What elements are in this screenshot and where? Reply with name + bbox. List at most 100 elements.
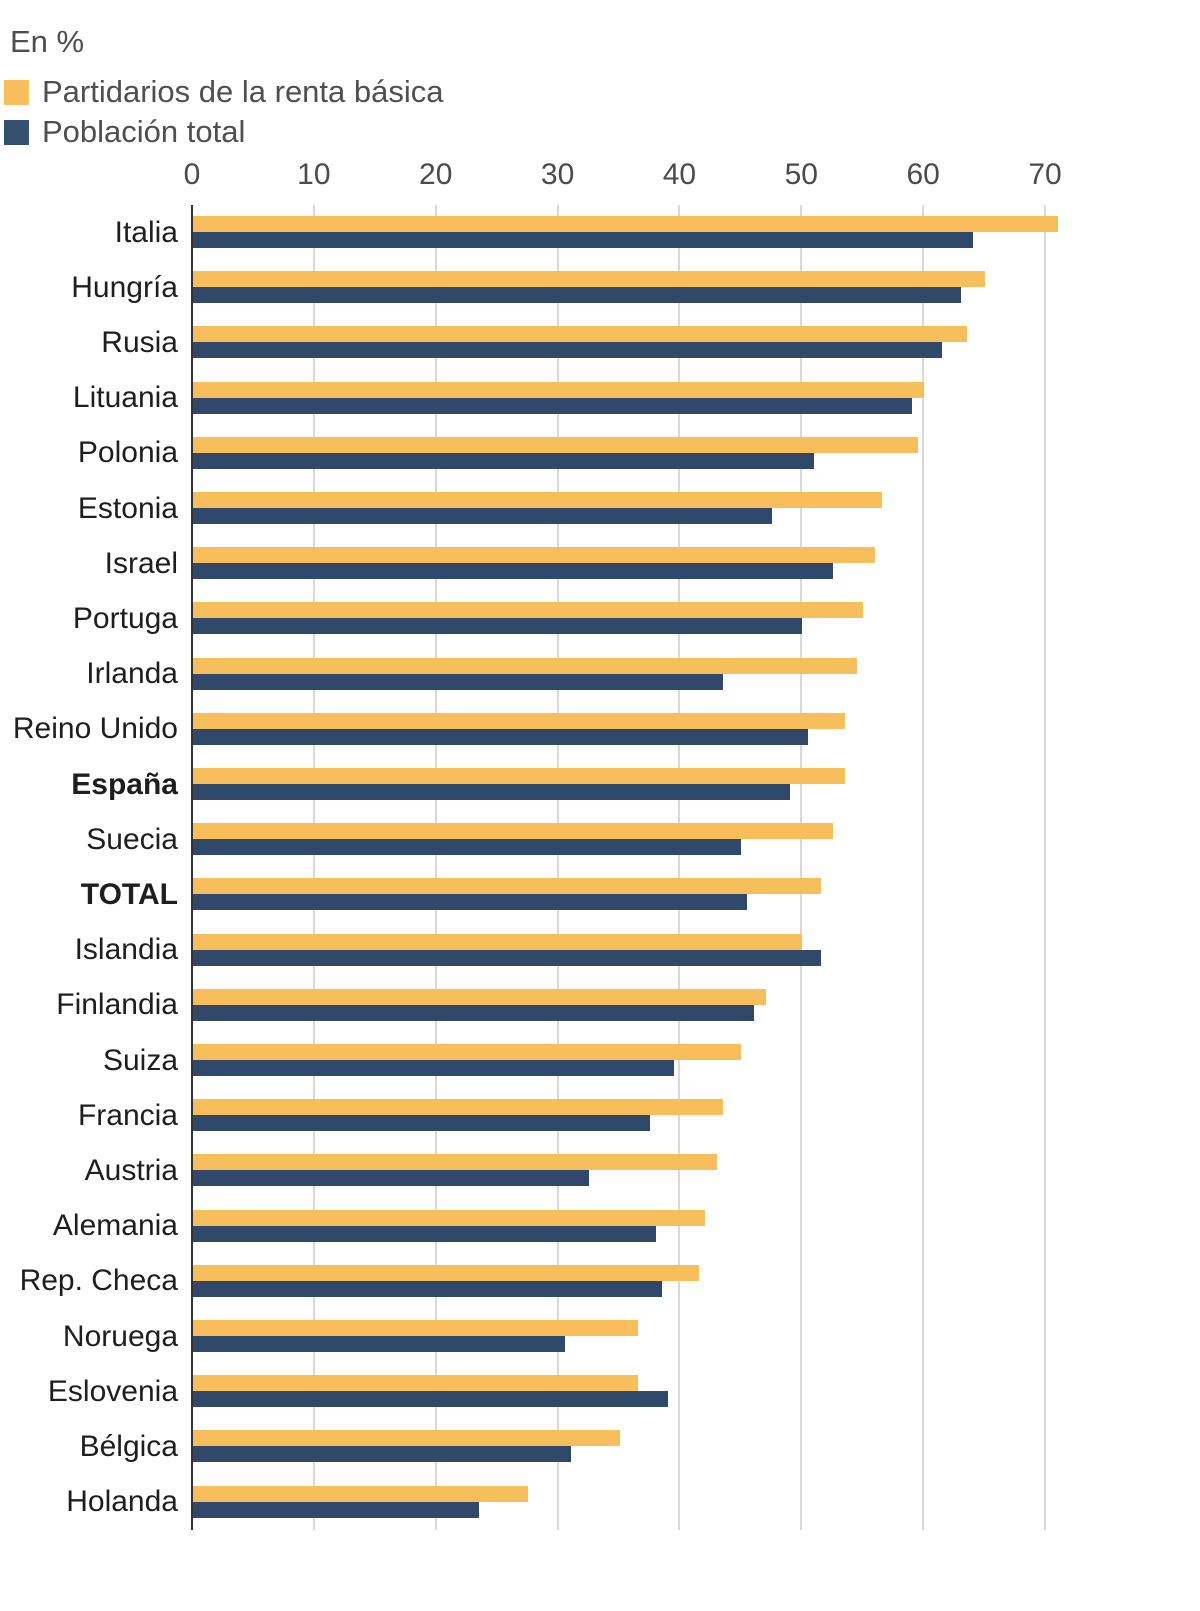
bar-partidarios	[193, 326, 967, 343]
legend-swatch-partidarios-icon	[4, 79, 29, 105]
category-label: Estonia	[77, 491, 178, 525]
plot-area: Italia Hungría Rusia Lituania Polonia Estonia…	[0, 205, 1200, 1530]
gridline-30	[556, 205, 559, 1530]
gridline-40	[678, 205, 681, 1530]
category-label: Lituania	[72, 381, 178, 415]
bar-poblacion	[193, 1501, 480, 1518]
category-label: España	[71, 767, 178, 801]
chart-row: Alemania	[0, 1199, 1200, 1254]
bar-poblacion	[193, 563, 833, 580]
bar-poblacion	[193, 1280, 663, 1297]
bar-poblacion	[193, 1060, 675, 1076]
legend-label-poblacion: Población total	[42, 114, 246, 149]
x-tick-label-10: 10	[297, 158, 331, 191]
bar-poblacion	[193, 673, 724, 690]
gridline-60	[922, 205, 925, 1530]
category-label: Suecia	[86, 822, 178, 856]
bar-partidarios	[193, 1264, 699, 1281]
x-tick-label-70: 70	[1028, 158, 1062, 191]
bar-poblacion	[193, 1446, 571, 1463]
bar-poblacion	[193, 1115, 650, 1132]
chart-row: España	[0, 757, 1200, 812]
category-label: Irlanda	[86, 657, 178, 691]
category-label: Polonia	[77, 436, 178, 470]
x-axis: 0 10 20 30 40 50 60 70	[0, 158, 1200, 198]
bar-partidarios	[193, 1209, 705, 1226]
bar-partidarios	[193, 547, 876, 564]
bar-poblacion	[193, 1170, 590, 1187]
chart-row: Suiza	[0, 1033, 1200, 1088]
x-tick-label-50: 50	[784, 158, 818, 191]
bar-partidarios	[193, 1485, 529, 1502]
x-tick-label-20: 20	[419, 158, 453, 191]
chart-row: Polonia	[0, 426, 1200, 481]
bar-partidarios	[193, 602, 864, 619]
bar-poblacion	[193, 508, 772, 524]
bar-poblacion	[193, 232, 973, 248]
bar-partidarios	[193, 381, 925, 398]
category-label: Islandia	[74, 933, 178, 967]
chart-row: Estonia	[0, 481, 1200, 536]
bar-poblacion	[193, 894, 748, 911]
x-tick-label-0: 0	[183, 158, 201, 191]
bar-poblacion	[193, 1336, 565, 1352]
bar-partidarios	[193, 933, 803, 950]
chart-row: Eslovenia	[0, 1364, 1200, 1419]
chart-row: Portuga	[0, 591, 1200, 646]
bar-partidarios	[193, 1099, 724, 1116]
chart-row: Francia	[0, 1088, 1200, 1143]
bar-partidarios	[193, 988, 766, 1005]
bar-poblacion	[193, 397, 912, 414]
category-label: Alemania	[52, 1209, 178, 1243]
bar-partidarios	[193, 712, 845, 729]
bar-poblacion	[193, 784, 791, 800]
bar-partidarios	[193, 823, 833, 840]
legend-item-partidarios: Partidarios de la renta básica	[4, 72, 444, 112]
category-label: TOTAL	[80, 877, 178, 911]
chart-row: Italia	[0, 205, 1200, 260]
bar-poblacion	[193, 452, 815, 469]
chart-units-label: En %	[10, 24, 85, 59]
chart-row: Holanda	[0, 1475, 1200, 1530]
gridline-20	[434, 205, 437, 1530]
gridline-10	[312, 205, 315, 1530]
category-label: Hungría	[71, 270, 178, 304]
category-label: Bélgica	[79, 1429, 178, 1463]
gridline-70	[1044, 205, 1047, 1530]
category-label: Finlandia	[56, 988, 178, 1022]
category-label: Austria	[84, 1153, 178, 1187]
x-tick-label-60: 60	[906, 158, 940, 191]
category-label: Holanda	[66, 1485, 178, 1519]
bar-partidarios	[193, 1430, 620, 1447]
category-label: Eslovenia	[47, 1374, 178, 1408]
bar-partidarios	[193, 1044, 742, 1060]
bar-poblacion	[193, 342, 943, 359]
bar-partidarios	[193, 492, 882, 508]
chart-row: Islandia	[0, 923, 1200, 978]
category-label: Rusia	[101, 325, 178, 359]
chart-row: Hungría	[0, 260, 1200, 315]
category-label: Suiza	[102, 1043, 178, 1077]
chart-row: Irlanda	[0, 647, 1200, 702]
bar-poblacion	[193, 618, 803, 635]
bar-partidarios	[193, 216, 1059, 232]
bar-poblacion	[193, 839, 742, 856]
bar-poblacion	[193, 949, 821, 966]
legend-label-partidarios: Partidarios de la renta básica	[42, 74, 444, 109]
category-label: Israel	[104, 546, 178, 580]
chart-row: Lituania	[0, 371, 1200, 426]
bar-poblacion	[193, 1225, 657, 1242]
category-label: Portuga	[72, 601, 178, 635]
bar-poblacion	[193, 287, 961, 304]
chart-row: TOTAL	[0, 867, 1200, 922]
bar-partidarios	[193, 878, 821, 895]
bar-poblacion	[193, 728, 809, 745]
category-label: Italia	[114, 215, 178, 249]
x-tick-label-30: 30	[540, 158, 575, 191]
bar-partidarios	[193, 436, 919, 453]
category-label: Reino Unido	[12, 712, 178, 746]
bar-partidarios	[193, 1375, 638, 1392]
chart-row: Bélgica	[0, 1419, 1200, 1474]
gridline-50	[800, 205, 803, 1530]
